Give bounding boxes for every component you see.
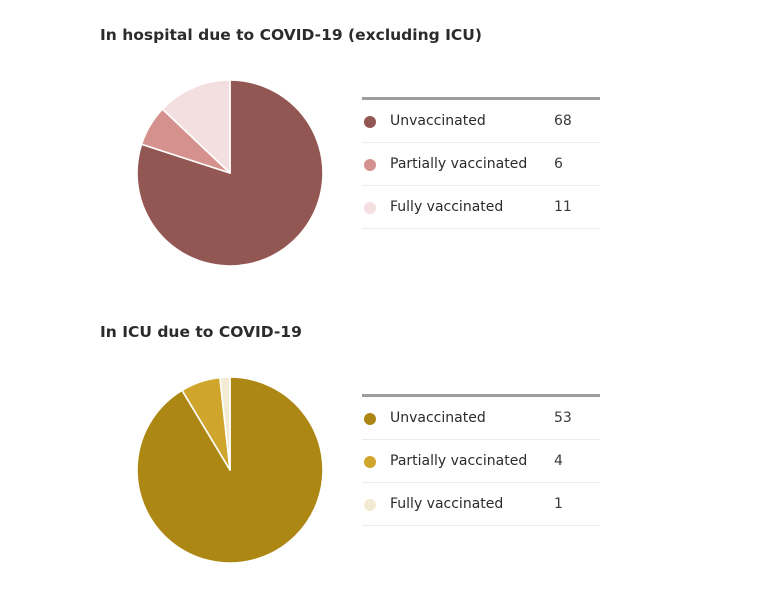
legend-swatch-unvaccinated [364, 413, 376, 425]
legend-value-unvaccinated: 53 [554, 410, 572, 426]
hospital-pie-chart [136, 79, 324, 267]
legend-row-fully-vaccinated: Fully vaccinated 11 [362, 186, 600, 229]
legend-swatch-partially-vaccinated [364, 456, 376, 468]
legend-value-fully-vaccinated: 11 [554, 199, 572, 215]
legend-value-fully-vaccinated: 1 [554, 496, 563, 512]
legend-value-partially-vaccinated: 6 [554, 156, 563, 172]
legend-swatch-fully-vaccinated [364, 499, 376, 511]
legend-label-fully-vaccinated: Fully vaccinated [390, 496, 504, 512]
legend-swatch-unvaccinated [364, 116, 376, 128]
pie-slice-fully-vaccinated [219, 376, 231, 471]
icu-pie-chart [136, 376, 324, 564]
hospital-legend-table: Unvaccinated 68 Partially vaccinated 6 F… [362, 97, 600, 229]
legend-row-partially-vaccinated: Partially vaccinated 4 [362, 440, 600, 483]
legend-row-partially-vaccinated: Partially vaccinated 6 [362, 143, 600, 186]
legend-row-unvaccinated: Unvaccinated 53 [362, 397, 600, 440]
legend-swatch-partially-vaccinated [364, 159, 376, 171]
chart-title: In ICU due to COVID-19 [100, 323, 302, 341]
legend-row-fully-vaccinated: Fully vaccinated 1 [362, 483, 600, 526]
icu-chart-section: In ICU due to COVID-19 Unvaccinated 53 P… [0, 297, 765, 600]
legend-label-partially-vaccinated: Partially vaccinated [390, 156, 528, 172]
legend-value-unvaccinated: 68 [554, 113, 572, 129]
legend-label-unvaccinated: Unvaccinated [390, 113, 486, 129]
legend-swatch-fully-vaccinated [364, 202, 376, 214]
legend-label-partially-vaccinated: Partially vaccinated [390, 453, 528, 469]
legend-label-unvaccinated: Unvaccinated [390, 410, 486, 426]
legend-value-partially-vaccinated: 4 [554, 453, 563, 469]
chart-title: In hospital due to COVID-19 (excluding I… [100, 26, 482, 44]
icu-legend-table: Unvaccinated 53 Partially vaccinated 4 F… [362, 394, 600, 526]
pie-slice-fully-vaccinated [161, 79, 231, 174]
legend-row-unvaccinated: Unvaccinated 68 [362, 100, 600, 143]
legend-label-fully-vaccinated: Fully vaccinated [390, 199, 504, 215]
hospital-chart-section: In hospital due to COVID-19 (excluding I… [100, 26, 600, 267]
